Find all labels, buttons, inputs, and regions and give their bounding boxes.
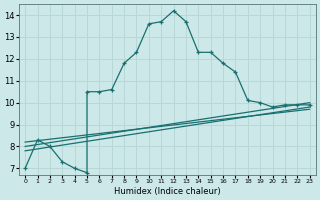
X-axis label: Humidex (Indice chaleur): Humidex (Indice chaleur) bbox=[114, 187, 221, 196]
